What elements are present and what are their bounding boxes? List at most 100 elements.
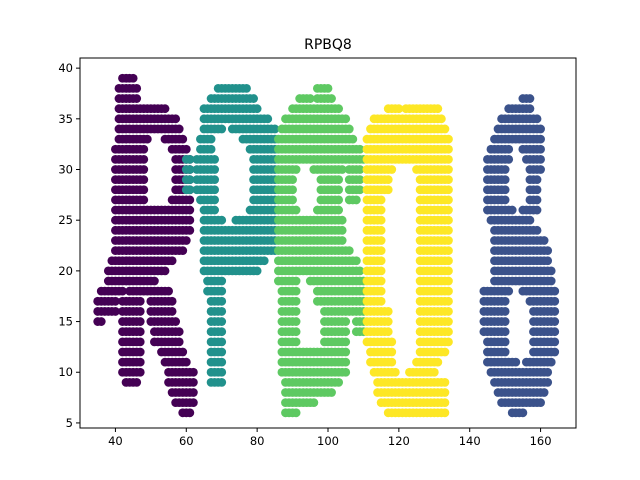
data-point xyxy=(111,307,120,316)
data-point xyxy=(139,154,149,164)
data-point xyxy=(500,307,510,316)
data-point xyxy=(167,256,177,266)
data-point xyxy=(210,195,220,205)
data-point xyxy=(135,357,145,367)
data-point xyxy=(210,205,220,215)
data-point xyxy=(444,154,453,164)
y-tick-label: 10 xyxy=(58,365,73,379)
data-point xyxy=(337,225,347,235)
data-point xyxy=(440,388,450,397)
data-point xyxy=(348,134,358,144)
data-point xyxy=(135,337,145,347)
data-point xyxy=(383,185,393,195)
data-point xyxy=(532,225,542,235)
data-point xyxy=(444,266,453,276)
x-tick-label: 80 xyxy=(250,434,265,448)
data-point xyxy=(341,367,351,377)
data-point xyxy=(525,94,535,103)
data-point xyxy=(383,327,393,337)
data-point xyxy=(433,104,443,114)
data-point xyxy=(181,144,191,154)
data-point xyxy=(440,377,450,387)
data-point xyxy=(178,134,188,144)
y-tick-label: 40 xyxy=(58,61,73,75)
data-point xyxy=(543,246,553,256)
data-point xyxy=(444,205,453,215)
x-tick-label: 120 xyxy=(388,434,410,448)
data-point xyxy=(249,94,258,103)
data-point xyxy=(440,408,450,418)
data-point xyxy=(500,347,510,357)
data-point xyxy=(217,337,227,347)
data-point xyxy=(532,205,542,215)
series-5 xyxy=(479,94,560,418)
y-tick-label: 15 xyxy=(58,315,73,329)
data-point xyxy=(185,215,195,225)
data-point xyxy=(546,266,556,276)
data-point xyxy=(217,215,227,225)
data-point xyxy=(387,357,397,367)
data-point xyxy=(217,367,227,377)
data-point xyxy=(543,377,553,387)
data-point xyxy=(376,236,386,245)
data-point xyxy=(118,286,127,296)
data-point xyxy=(185,408,195,418)
data-point xyxy=(376,276,386,286)
data-point xyxy=(174,327,184,337)
data-point xyxy=(376,195,386,205)
data-point xyxy=(185,195,195,205)
data-point xyxy=(128,73,138,83)
data-point xyxy=(532,195,542,205)
data-point xyxy=(181,357,191,367)
y-tick-label: 20 xyxy=(58,264,73,278)
data-point xyxy=(444,144,453,154)
data-point xyxy=(387,165,397,174)
data-point xyxy=(504,286,514,296)
data-point xyxy=(536,134,545,144)
data-point xyxy=(440,124,450,134)
data-point xyxy=(217,307,227,316)
data-point xyxy=(160,104,170,114)
data-point xyxy=(536,398,545,408)
data-point xyxy=(440,398,450,408)
data-point xyxy=(507,205,517,215)
data-point xyxy=(291,408,301,418)
data-point xyxy=(288,185,297,195)
data-point xyxy=(436,114,446,124)
data-point xyxy=(536,165,545,174)
data-point xyxy=(217,276,227,286)
data-point xyxy=(341,337,351,347)
data-point xyxy=(546,357,556,367)
data-point xyxy=(341,357,351,367)
data-point xyxy=(444,256,453,266)
data-point xyxy=(355,144,365,154)
data-point xyxy=(139,165,149,174)
data-point xyxy=(185,165,195,174)
data-point xyxy=(500,337,510,347)
data-point xyxy=(334,104,344,114)
data-point xyxy=(337,165,347,174)
data-point xyxy=(518,408,528,418)
series-4 xyxy=(362,104,453,418)
data-point xyxy=(500,165,510,174)
data-point xyxy=(550,307,560,316)
data-point xyxy=(394,104,404,114)
data-point xyxy=(323,84,333,93)
data-point xyxy=(376,266,386,276)
data-point xyxy=(433,357,443,367)
data-point xyxy=(206,144,216,154)
data-point xyxy=(135,296,145,306)
data-point xyxy=(550,296,560,306)
data-point xyxy=(337,215,347,225)
data-point xyxy=(355,185,365,195)
data-point xyxy=(334,205,344,215)
data-point xyxy=(444,246,453,256)
data-point xyxy=(150,276,159,286)
data-point xyxy=(376,205,386,215)
data-point xyxy=(444,307,453,316)
data-point xyxy=(532,185,542,195)
data-point xyxy=(376,256,386,266)
data-point xyxy=(444,286,453,296)
data-point xyxy=(539,388,549,397)
data-point xyxy=(135,367,145,377)
